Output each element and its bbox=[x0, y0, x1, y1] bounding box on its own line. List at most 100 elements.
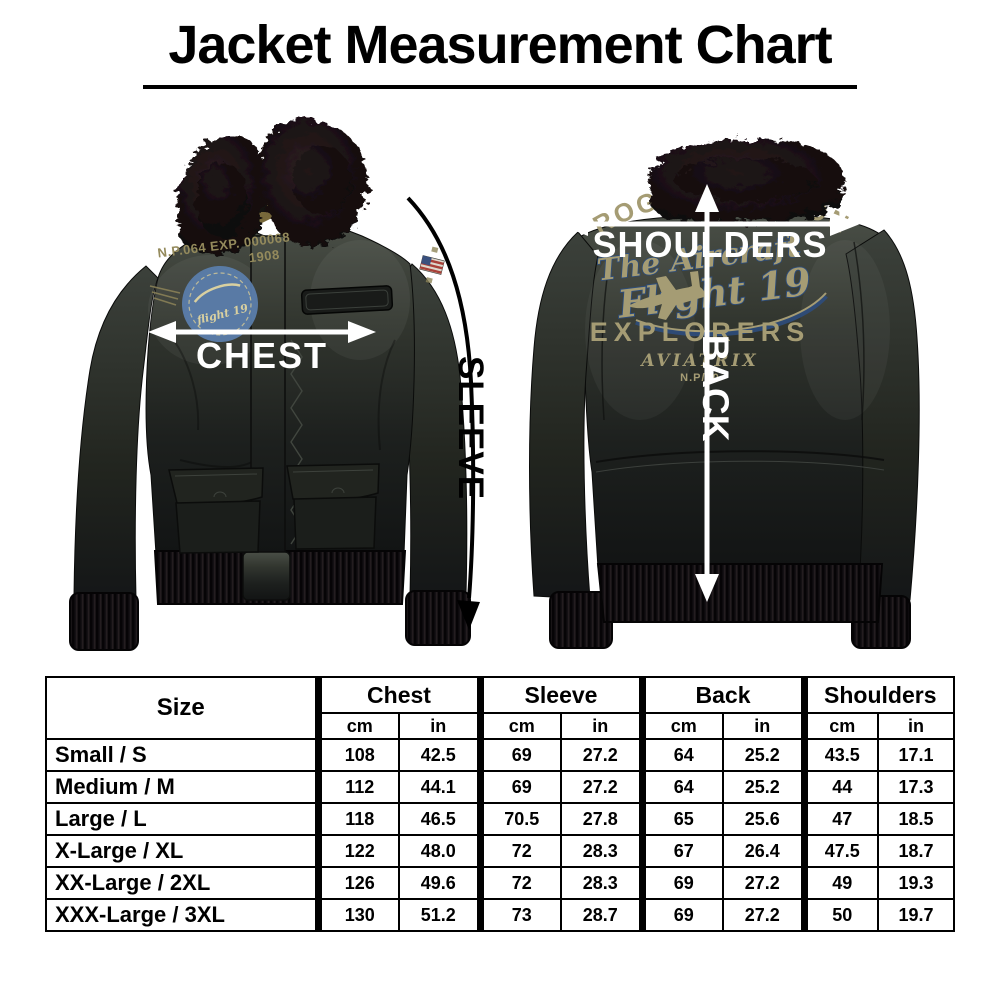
armhole-seams bbox=[601, 241, 865, 421]
value-cell: 42.5 bbox=[398, 738, 481, 772]
value-cell: 67 bbox=[638, 834, 724, 868]
size-cell: Small / S bbox=[45, 738, 319, 772]
page-title: Jacket Measurement Chart bbox=[168, 15, 832, 75]
table-row: X-Large / XL 122 48.0 72 28.3 67 26.4 47… bbox=[45, 834, 956, 868]
unit-header-in: in bbox=[398, 712, 481, 740]
value-cell: 47 bbox=[800, 802, 880, 836]
front-left-cuff bbox=[69, 592, 139, 651]
value-cell: 69 bbox=[638, 866, 724, 900]
unit-header-cm: cm bbox=[476, 712, 562, 740]
value-cell: 47.5 bbox=[800, 834, 880, 868]
value-cell: 51.2 bbox=[398, 898, 481, 932]
chest-arrowhead-right bbox=[348, 321, 376, 343]
measurement-table: Size Chest Sleeve Back Shoulders cm in c… bbox=[45, 676, 956, 932]
fur-collar-back bbox=[648, 139, 844, 223]
value-cell: 17.3 bbox=[877, 770, 956, 804]
value-cell: 17.1 bbox=[877, 738, 956, 772]
print-swoosh bbox=[635, 294, 828, 337]
chest-welt-pocket bbox=[300, 285, 394, 315]
value-cell: 48.0 bbox=[398, 834, 481, 868]
size-cell: X-Large / XL bbox=[45, 834, 319, 868]
fur-collar-front bbox=[176, 119, 368, 254]
sleeve-arrowhead bbox=[457, 600, 480, 630]
value-cell: 130 bbox=[314, 898, 400, 932]
value-cell: 69 bbox=[476, 770, 562, 804]
value-cell: 69 bbox=[638, 898, 724, 932]
print-swoosh-highlight bbox=[635, 292, 827, 333]
chest-label: CHEST bbox=[196, 335, 328, 376]
table-row: Small / S 108 42.5 69 27.2 64 25.2 43.5 … bbox=[45, 738, 956, 772]
value-cell: 28.3 bbox=[560, 834, 643, 868]
back-hem-band bbox=[596, 563, 884, 623]
back-arrowhead-bottom bbox=[695, 574, 719, 602]
header-shoulders: Shoulders bbox=[800, 676, 956, 714]
value-cell: 64 bbox=[638, 738, 724, 772]
jet-silhouette bbox=[628, 271, 705, 320]
value-cell: 28.3 bbox=[560, 866, 643, 900]
back-arrowhead-top bbox=[695, 184, 719, 212]
value-cell: 118 bbox=[314, 802, 400, 836]
value-cell: 44 bbox=[800, 770, 880, 804]
size-cell: Large / L bbox=[45, 802, 319, 836]
value-cell: 18.5 bbox=[877, 802, 956, 836]
value-cell: 19.3 bbox=[877, 866, 956, 900]
serial-year-text: 1908 bbox=[248, 247, 281, 266]
value-cell: 108 bbox=[314, 738, 400, 772]
table-row: XX-Large / 2XL 126 49.6 72 28.3 69 27.2 … bbox=[45, 866, 956, 900]
value-cell: 26.4 bbox=[721, 834, 806, 868]
value-cell: 27.2 bbox=[721, 866, 806, 900]
value-cell: 27.2 bbox=[560, 738, 643, 772]
unit-header-in: in bbox=[877, 712, 956, 740]
right-pocket-flap bbox=[286, 463, 380, 502]
shoulders-arrowhead-left bbox=[558, 212, 588, 236]
header-sleeve: Sleeve bbox=[476, 676, 643, 714]
table-row: Large / L 118 46.5 70.5 27.8 65 25.6 47 … bbox=[45, 802, 956, 836]
left-pocket-body bbox=[175, 500, 261, 554]
value-cell: 112 bbox=[314, 770, 400, 804]
header-chest: Chest bbox=[314, 676, 481, 714]
header-back: Back bbox=[638, 676, 806, 714]
value-cell: 126 bbox=[314, 866, 400, 900]
value-cell: 122 bbox=[314, 834, 400, 868]
left-pocket-flap bbox=[168, 467, 264, 506]
value-cell: 69 bbox=[476, 738, 562, 772]
value-cell: 18.7 bbox=[877, 834, 956, 868]
shoulders-label: SHOULDERS bbox=[592, 224, 827, 265]
value-cell: 65 bbox=[638, 802, 724, 836]
back-yoke-seam-stitch bbox=[595, 460, 885, 473]
jacket-back-photo: ROGUE DIVISION The Aircraft Flight 19 EX… bbox=[529, 139, 920, 649]
chest-measure-arrow: CHEST bbox=[148, 321, 376, 376]
chest-arrowhead-left bbox=[148, 321, 176, 343]
size-cell: Medium / M bbox=[45, 770, 319, 804]
value-cell: 28.7 bbox=[560, 898, 643, 932]
back-measure-arrow: BACK bbox=[695, 184, 736, 602]
us-flag-patch bbox=[419, 246, 445, 284]
value-cell: 46.5 bbox=[398, 802, 481, 836]
value-cell: 73 bbox=[476, 898, 562, 932]
front-right-cuff bbox=[405, 590, 471, 646]
value-cell: 49.6 bbox=[398, 866, 481, 900]
placket-zigzag-stitch bbox=[290, 339, 303, 545]
wing-stamp bbox=[149, 285, 181, 306]
print-explorers: EXPLORERS bbox=[590, 317, 811, 347]
value-cell: 70.5 bbox=[476, 802, 562, 836]
value-cell: 43.5 bbox=[800, 738, 880, 772]
leather-sheen bbox=[800, 240, 890, 420]
value-cell: 25.6 bbox=[721, 802, 806, 836]
value-cell: 49 bbox=[800, 866, 880, 900]
title-underline bbox=[143, 85, 857, 89]
table-row: XXX-Large / 3XL 130 51.2 73 28.7 69 27.2… bbox=[45, 898, 956, 932]
value-cell: 25.2 bbox=[721, 770, 806, 804]
value-cell: 72 bbox=[476, 866, 562, 900]
value-cell: 72 bbox=[476, 834, 562, 868]
value-cell: 44.1 bbox=[398, 770, 481, 804]
round-patch: flight 19 bbox=[182, 266, 258, 342]
back-yoke-seam bbox=[595, 450, 885, 463]
unit-header-in: in bbox=[721, 712, 806, 740]
value-cell: 27.2 bbox=[721, 898, 806, 932]
right-pocket-body bbox=[293, 496, 377, 550]
value-cell: 64 bbox=[638, 770, 724, 804]
sleeve-measure-arrow: SLEEVE bbox=[406, 196, 490, 630]
jacket-front-photo: N.P.064 EXP. 000068 1908 flight 19 CHEST bbox=[69, 119, 490, 651]
